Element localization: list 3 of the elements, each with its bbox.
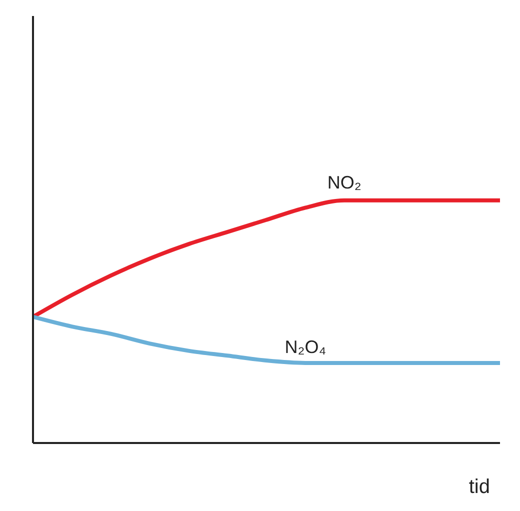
x-axis-title: tid <box>468 476 490 498</box>
series-label: NO₂ <box>327 172 362 192</box>
series-label: N₂O₄ <box>284 336 326 357</box>
